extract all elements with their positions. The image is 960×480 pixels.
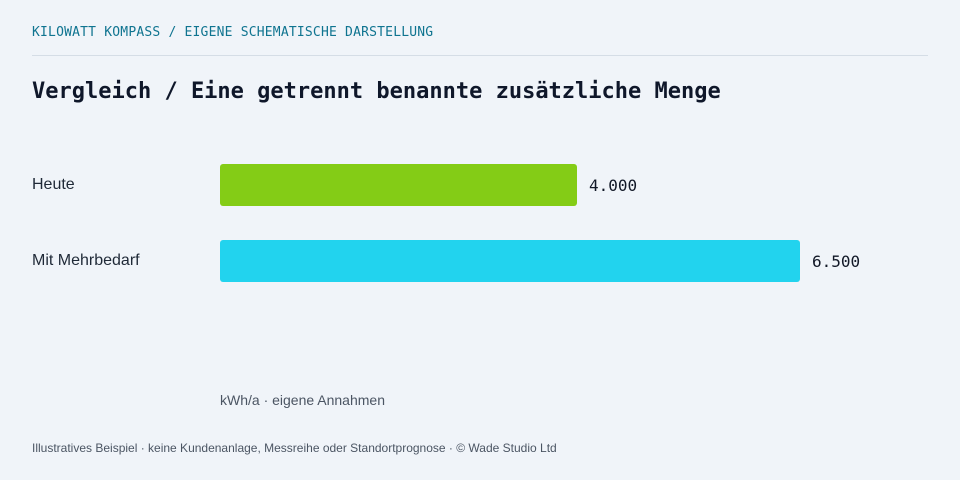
value-label: 4.000 [589, 176, 638, 195]
header-divider [32, 55, 928, 56]
unit-note: kWh/a · eigene Annahmen [220, 392, 385, 408]
category-label: Heute [32, 176, 75, 193]
value-label: 6.500 [812, 252, 861, 271]
bar [220, 164, 577, 206]
site-kicker: KILOWATT KOMPASS / EIGENE SCHEMATISCHE D… [32, 25, 434, 40]
bar [220, 240, 800, 282]
footer-note: Illustratives Beispiel · keine Kundenanl… [32, 441, 557, 455]
chart-title: Vergleich / Eine getrennt benannte zusät… [32, 79, 721, 104]
category-label: Mit Mehrbedarf [32, 252, 140, 269]
